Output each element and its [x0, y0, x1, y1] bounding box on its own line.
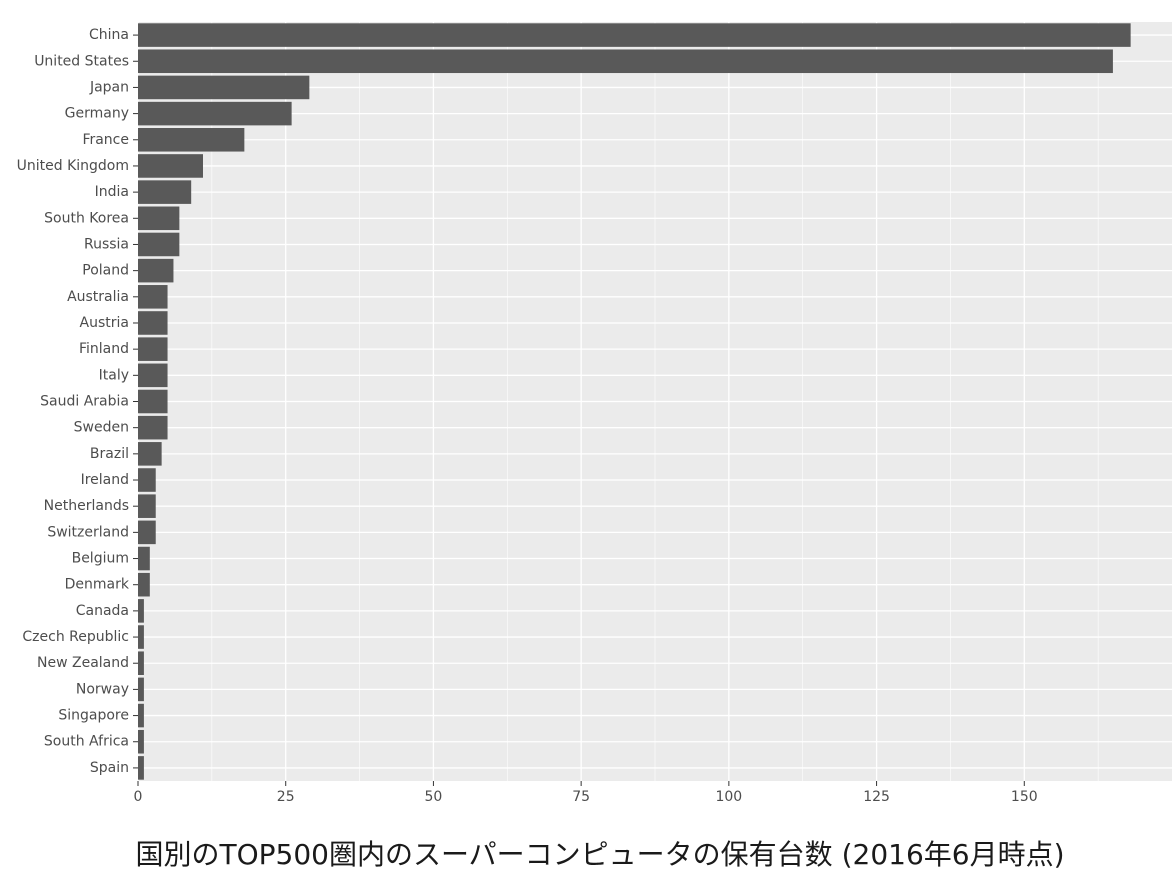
bar: [138, 180, 192, 204]
y-tick-label: Czech Republic: [22, 629, 129, 645]
y-tick-label: Saudi Arabia: [40, 394, 129, 410]
bar: [138, 494, 156, 518]
bar: [138, 520, 156, 545]
bar: [138, 154, 203, 178]
y-tick-label: China: [89, 27, 129, 43]
bar: [138, 206, 180, 231]
y-tick-label: Australia: [67, 289, 129, 305]
y-tick-label: New Zealand: [37, 655, 129, 671]
y-tick-label: Singapore: [58, 708, 129, 724]
bar: [138, 415, 168, 440]
bar: [138, 127, 245, 152]
y-tick-label: France: [82, 132, 129, 148]
y-tick-label: Ireland: [81, 472, 129, 488]
y-tick-label: South Africa: [44, 734, 129, 750]
y-tick-label: Russia: [84, 236, 129, 252]
bar: [138, 75, 310, 100]
x-tick-label: 100: [715, 789, 742, 805]
bar: [138, 389, 168, 414]
bar: [138, 337, 168, 361]
bar: [138, 651, 144, 676]
x-tick-label: 75: [572, 789, 590, 805]
y-tick-label: Spain: [90, 760, 129, 776]
bar: [138, 258, 174, 283]
bar: [138, 756, 144, 780]
y-tick-label: Finland: [79, 341, 129, 357]
y-tick-label: Switzerland: [47, 524, 129, 540]
y-tick-label: Germany: [65, 106, 129, 122]
bar: [138, 363, 168, 388]
x-tick-label: 150: [1011, 789, 1038, 805]
y-tick-label: Italy: [99, 367, 129, 383]
y-tick-label: India: [95, 184, 129, 200]
y-tick-label: Japan: [89, 79, 129, 95]
bar: [138, 599, 144, 623]
y-tick-label: Austria: [80, 315, 129, 331]
chart-title: 国別のTOP500圏内のスーパーコンピュータの保有台数 (2016年6月時点): [135, 838, 1064, 871]
y-tick-label: Denmark: [65, 577, 130, 593]
x-tick-label: 125: [863, 789, 890, 805]
x-tick-label: 50: [425, 789, 443, 805]
y-tick-label: Belgium: [72, 551, 129, 567]
y-tick-label: United States: [34, 53, 129, 69]
bar: [138, 232, 180, 257]
bar: [138, 703, 144, 728]
bar: [138, 442, 162, 466]
y-tick-label: United Kingdom: [17, 158, 129, 174]
y-tick-label: Netherlands: [44, 498, 129, 514]
bar: [138, 101, 292, 126]
bar: [138, 468, 156, 492]
y-tick-label: Norway: [76, 681, 129, 697]
y-tick-label: South Korea: [44, 210, 129, 226]
bar: [138, 285, 168, 309]
bar: [138, 729, 144, 754]
bar: [138, 49, 1113, 74]
x-tick-label: 25: [277, 789, 295, 805]
bar: [138, 23, 1131, 47]
y-tick-label: Sweden: [74, 420, 129, 436]
bar: [138, 677, 144, 702]
bar: [138, 546, 150, 571]
y-tick-label: Canada: [76, 603, 129, 619]
bar: [138, 572, 150, 597]
x-tick-label: 0: [134, 789, 143, 805]
bar: [138, 625, 144, 649]
bar: [138, 311, 168, 335]
y-tick-label: Poland: [82, 263, 129, 279]
y-tick-label: Brazil: [90, 446, 129, 462]
